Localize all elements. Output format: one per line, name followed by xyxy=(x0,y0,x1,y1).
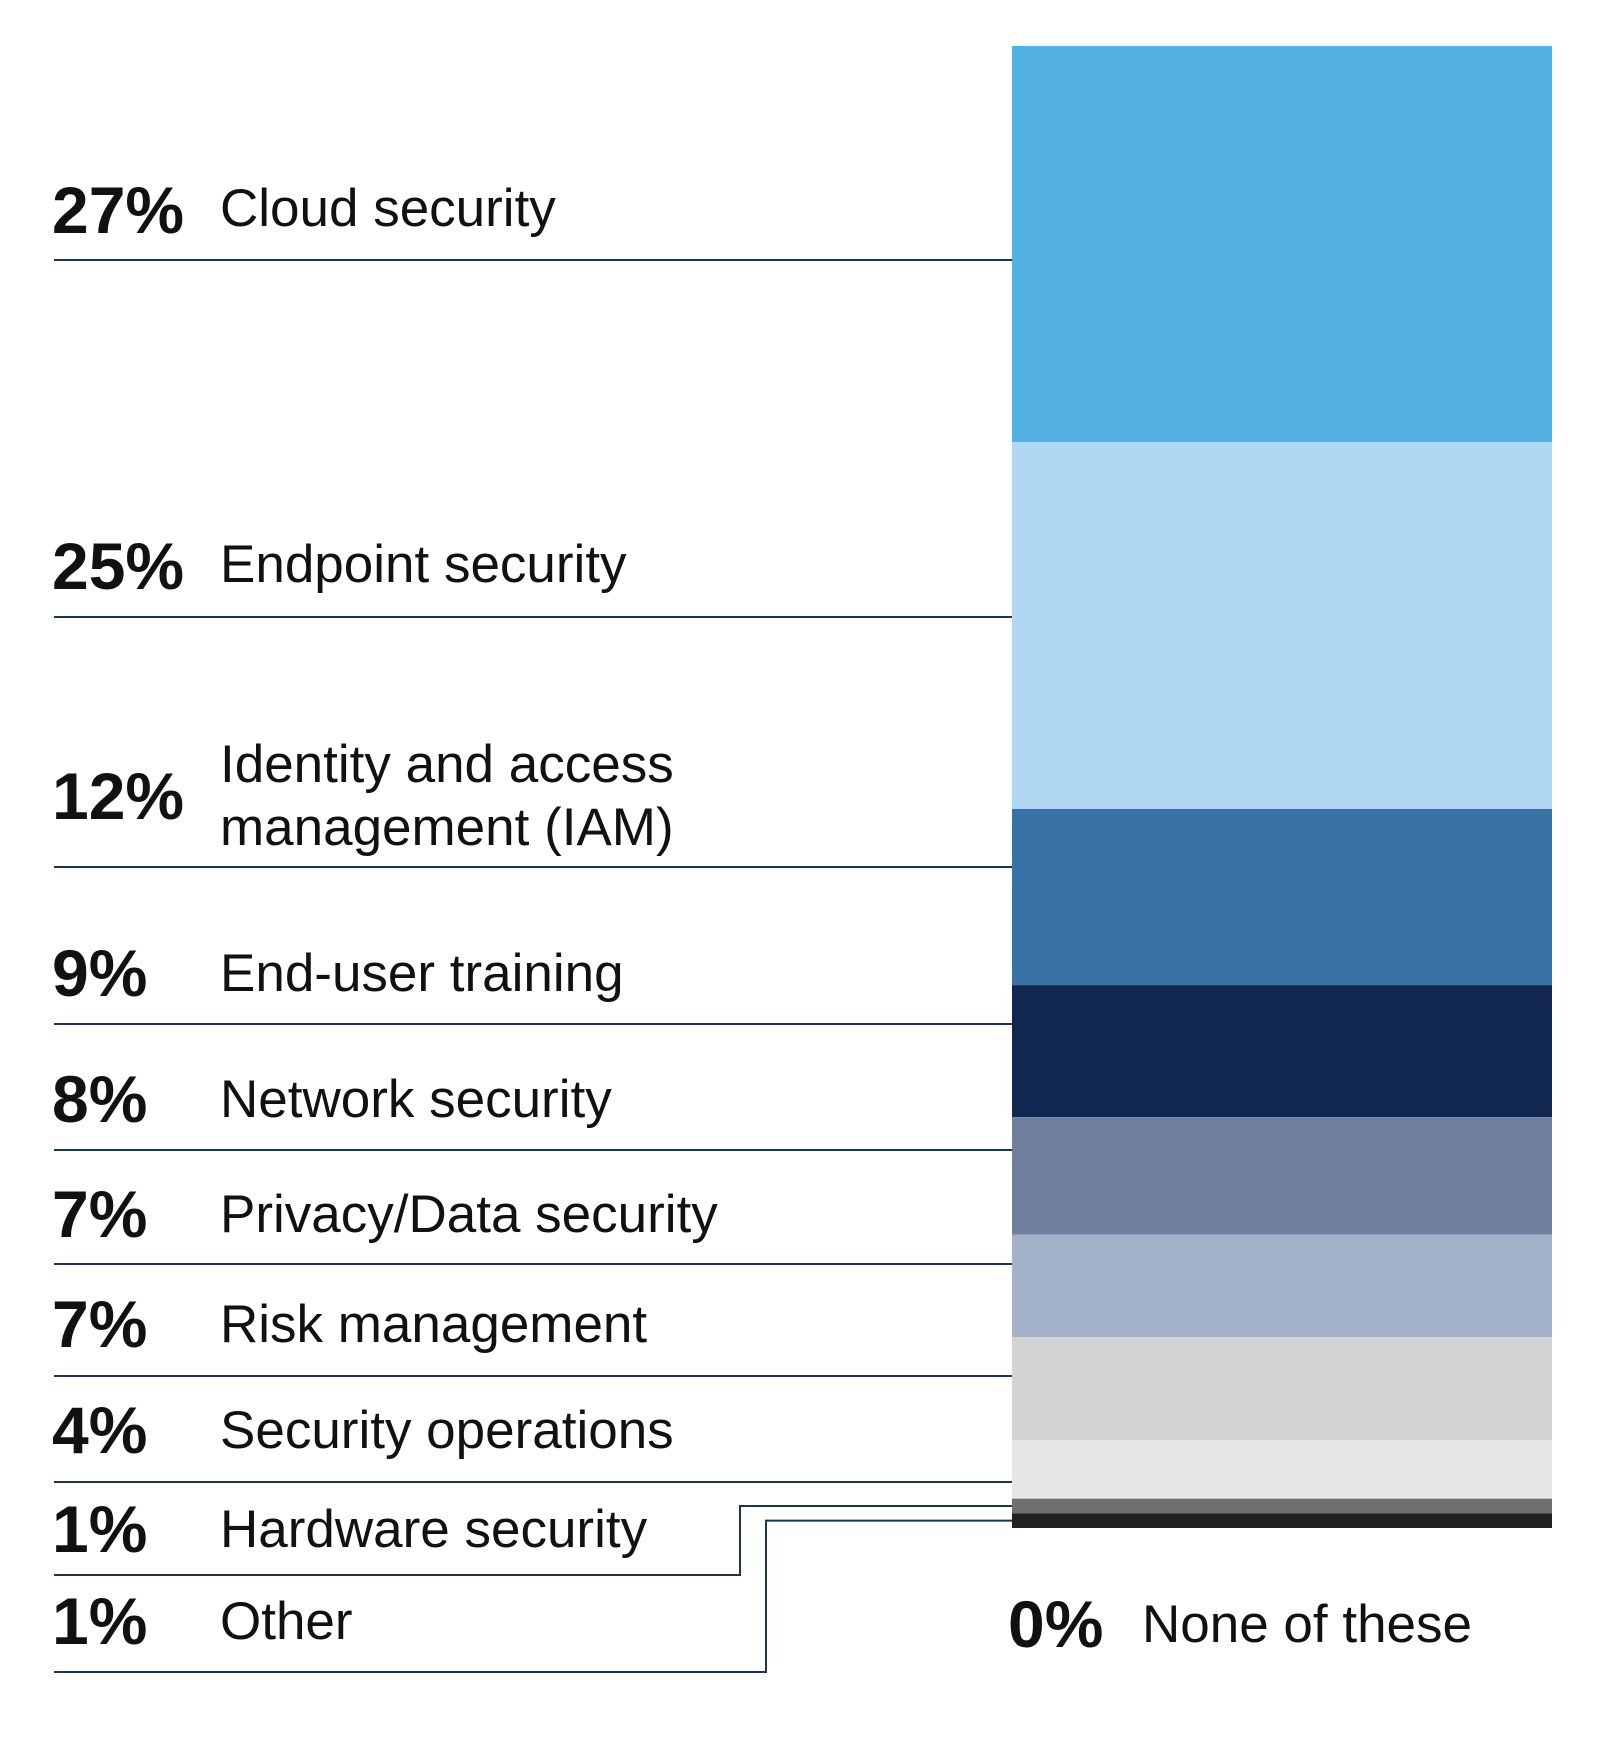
bar-segment-6 xyxy=(1012,1337,1552,1440)
bar-segment-7 xyxy=(1012,1439,1552,1499)
leader-line-8 xyxy=(54,1504,1012,1576)
category-label-7: Security operations xyxy=(220,1401,674,1460)
category-label-9: Other xyxy=(220,1592,353,1651)
value-label-1: 25% xyxy=(52,529,184,603)
value-label-0: 27% xyxy=(52,173,184,247)
category-label-2: Identity and access xyxy=(220,735,674,794)
value-label-7: 4% xyxy=(52,1393,147,1467)
bar-segment-0 xyxy=(1012,46,1552,443)
category-label-4: Network security xyxy=(220,1070,612,1129)
bar-segment-9 xyxy=(1012,1513,1552,1528)
bar-segments xyxy=(1012,46,1552,1528)
category-label-1: Endpoint security xyxy=(220,535,627,594)
value-label-3: 9% xyxy=(52,936,147,1010)
leader-line-9 xyxy=(54,1519,1012,1673)
value-label-8: 1% xyxy=(52,1492,147,1566)
category-label-0: Cloud security xyxy=(220,179,556,238)
category-label-2-line-1: management (IAM) xyxy=(220,798,674,857)
category-label-3: End-user training xyxy=(220,944,624,1003)
category-label-6: Risk management xyxy=(220,1295,647,1354)
value-label-5: 7% xyxy=(52,1177,147,1251)
category-label-8: Hardware security xyxy=(220,1500,648,1559)
value-label-2: 12% xyxy=(52,759,184,833)
bar-segment-1 xyxy=(1012,442,1552,810)
value-label-4: 8% xyxy=(52,1062,147,1136)
category-label-10: None of these xyxy=(1142,1595,1472,1654)
bar-segment-4 xyxy=(1012,1117,1552,1235)
category-label-5: Privacy/Data security xyxy=(220,1185,718,1244)
category-labels: 27% Cloud security 25% Endpoint security 12%… xyxy=(52,173,1472,1661)
value-label-6: 7% xyxy=(52,1287,147,1361)
leader-lines xyxy=(54,259,1012,1673)
bar-segment-8 xyxy=(1012,1498,1552,1514)
bar-segment-5 xyxy=(1012,1234,1552,1338)
bar-segment-3 xyxy=(1012,985,1552,1118)
value-label-10: 0% xyxy=(1008,1587,1103,1661)
bar-segment-2 xyxy=(1012,809,1552,986)
value-label-9: 1% xyxy=(52,1584,147,1658)
